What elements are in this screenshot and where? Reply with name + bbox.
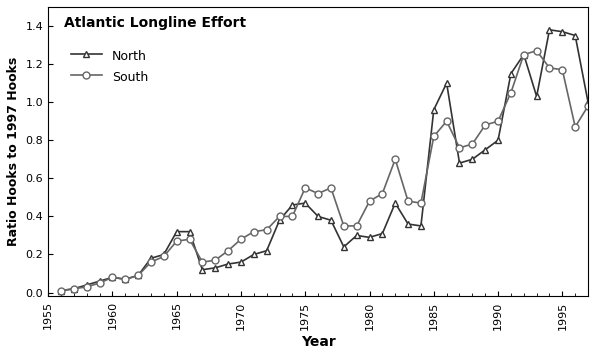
- North: [546, 28, 553, 32]
- North: [340, 245, 347, 249]
- North: [57, 289, 64, 293]
- South: [186, 237, 193, 241]
- North: [430, 108, 437, 112]
- North: [109, 275, 116, 279]
- South: [533, 49, 540, 53]
- North: [456, 161, 463, 165]
- South: [469, 142, 476, 146]
- South: [572, 125, 579, 129]
- North: [186, 230, 193, 234]
- North: [160, 252, 167, 257]
- North: [353, 233, 360, 237]
- South: [276, 214, 283, 219]
- Line: South: South: [58, 47, 591, 294]
- South: [559, 68, 566, 72]
- South: [315, 192, 322, 196]
- North: [481, 148, 488, 152]
- South: [456, 146, 463, 150]
- Legend: North, South: North, South: [71, 48, 148, 85]
- South: [302, 186, 309, 190]
- South: [57, 289, 64, 293]
- North: [250, 252, 258, 257]
- North: [276, 218, 283, 222]
- X-axis label: Year: Year: [300, 335, 336, 349]
- North: [96, 279, 103, 283]
- South: [148, 260, 155, 264]
- North: [533, 94, 540, 99]
- North: [417, 224, 424, 228]
- South: [250, 230, 258, 234]
- Line: North: North: [58, 26, 591, 294]
- South: [121, 277, 129, 281]
- North: [443, 81, 450, 85]
- South: [224, 248, 231, 253]
- North: [83, 283, 90, 287]
- North: [173, 230, 180, 234]
- South: [494, 119, 502, 123]
- South: [263, 227, 270, 232]
- South: [109, 275, 116, 279]
- North: [469, 157, 476, 161]
- North: [392, 201, 399, 205]
- North: [584, 100, 591, 104]
- South: [96, 281, 103, 285]
- North: [302, 201, 309, 205]
- South: [366, 199, 373, 203]
- North: [520, 52, 527, 57]
- South: [520, 52, 527, 57]
- North: [379, 231, 386, 236]
- North: [327, 218, 334, 222]
- South: [405, 199, 412, 203]
- North: [572, 33, 579, 38]
- South: [70, 287, 77, 291]
- North: [148, 256, 155, 261]
- South: [546, 66, 553, 70]
- South: [481, 123, 488, 127]
- South: [289, 214, 296, 219]
- North: [289, 203, 296, 207]
- South: [508, 90, 515, 95]
- South: [392, 157, 399, 161]
- North: [366, 235, 373, 240]
- South: [237, 237, 245, 241]
- South: [443, 119, 450, 123]
- North: [494, 138, 502, 142]
- North: [405, 222, 412, 226]
- Text: Atlantic Longline Effort: Atlantic Longline Effort: [64, 16, 246, 30]
- North: [263, 248, 270, 253]
- South: [199, 260, 206, 264]
- North: [70, 287, 77, 291]
- South: [379, 192, 386, 196]
- North: [134, 273, 142, 278]
- South: [417, 201, 424, 205]
- South: [584, 104, 591, 108]
- North: [237, 260, 245, 264]
- South: [83, 285, 90, 289]
- South: [327, 186, 334, 190]
- Y-axis label: Ratio Hooks to 1997 Hooks: Ratio Hooks to 1997 Hooks: [7, 57, 20, 246]
- South: [430, 134, 437, 138]
- North: [199, 268, 206, 272]
- South: [353, 224, 360, 228]
- North: [224, 262, 231, 266]
- South: [160, 254, 167, 258]
- South: [134, 273, 142, 278]
- North: [121, 277, 129, 281]
- South: [173, 239, 180, 243]
- North: [508, 72, 515, 76]
- South: [212, 258, 219, 262]
- North: [315, 214, 322, 219]
- South: [340, 224, 347, 228]
- North: [559, 30, 566, 34]
- North: [212, 266, 219, 270]
